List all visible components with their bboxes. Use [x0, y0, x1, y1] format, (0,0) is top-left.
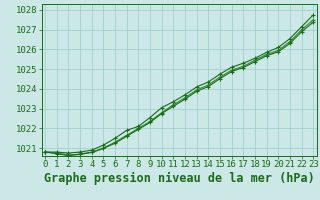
X-axis label: Graphe pression niveau de la mer (hPa): Graphe pression niveau de la mer (hPa): [44, 172, 315, 185]
